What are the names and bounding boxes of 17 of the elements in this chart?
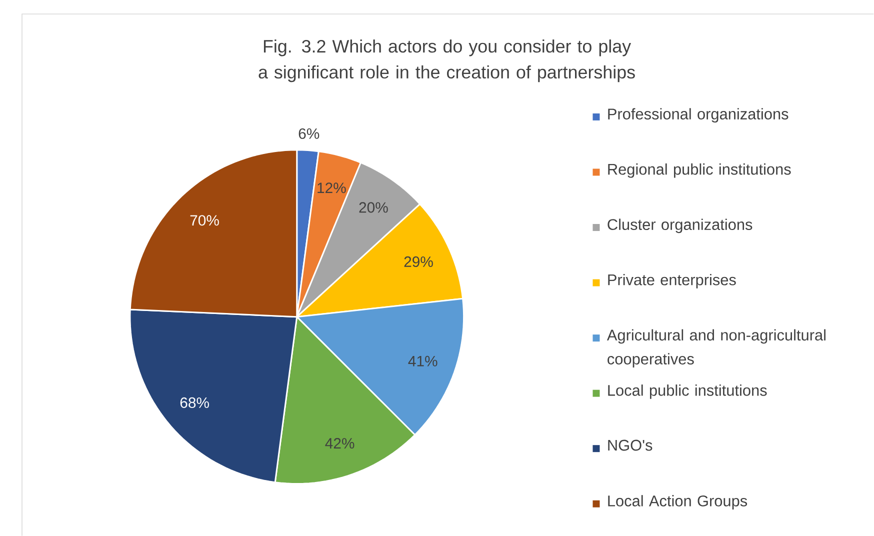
data-label: 20% bbox=[359, 202, 388, 213]
legend-label: NGO's bbox=[608, 440, 652, 451]
data-label: 70% bbox=[190, 215, 219, 226]
data-label: 41% bbox=[408, 356, 438, 366]
data-label: 42% bbox=[325, 438, 354, 448]
data-label: 29% bbox=[404, 256, 433, 267]
chart-title: Fig. 3.2 Which actors do you consider to play a significant role in the creation of partnerships bbox=[258, 39, 635, 82]
data-label: 12% bbox=[318, 182, 346, 194]
legend-label: Agricultural and non-agricultural cooperatives bbox=[606, 329, 826, 368]
legend-label: Local Action Groups bbox=[608, 495, 748, 510]
legend-label: Regional public institutions bbox=[608, 163, 791, 178]
legend-label: Private enterprises bbox=[608, 274, 736, 288]
data-label: 6% bbox=[298, 128, 320, 139]
legend-label: Local public institutions bbox=[608, 384, 767, 399]
legend-label: Professional organizations bbox=[608, 108, 788, 122]
legend-label: Cluster organizations bbox=[608, 218, 752, 234]
data-label: 68% bbox=[180, 397, 209, 408]
